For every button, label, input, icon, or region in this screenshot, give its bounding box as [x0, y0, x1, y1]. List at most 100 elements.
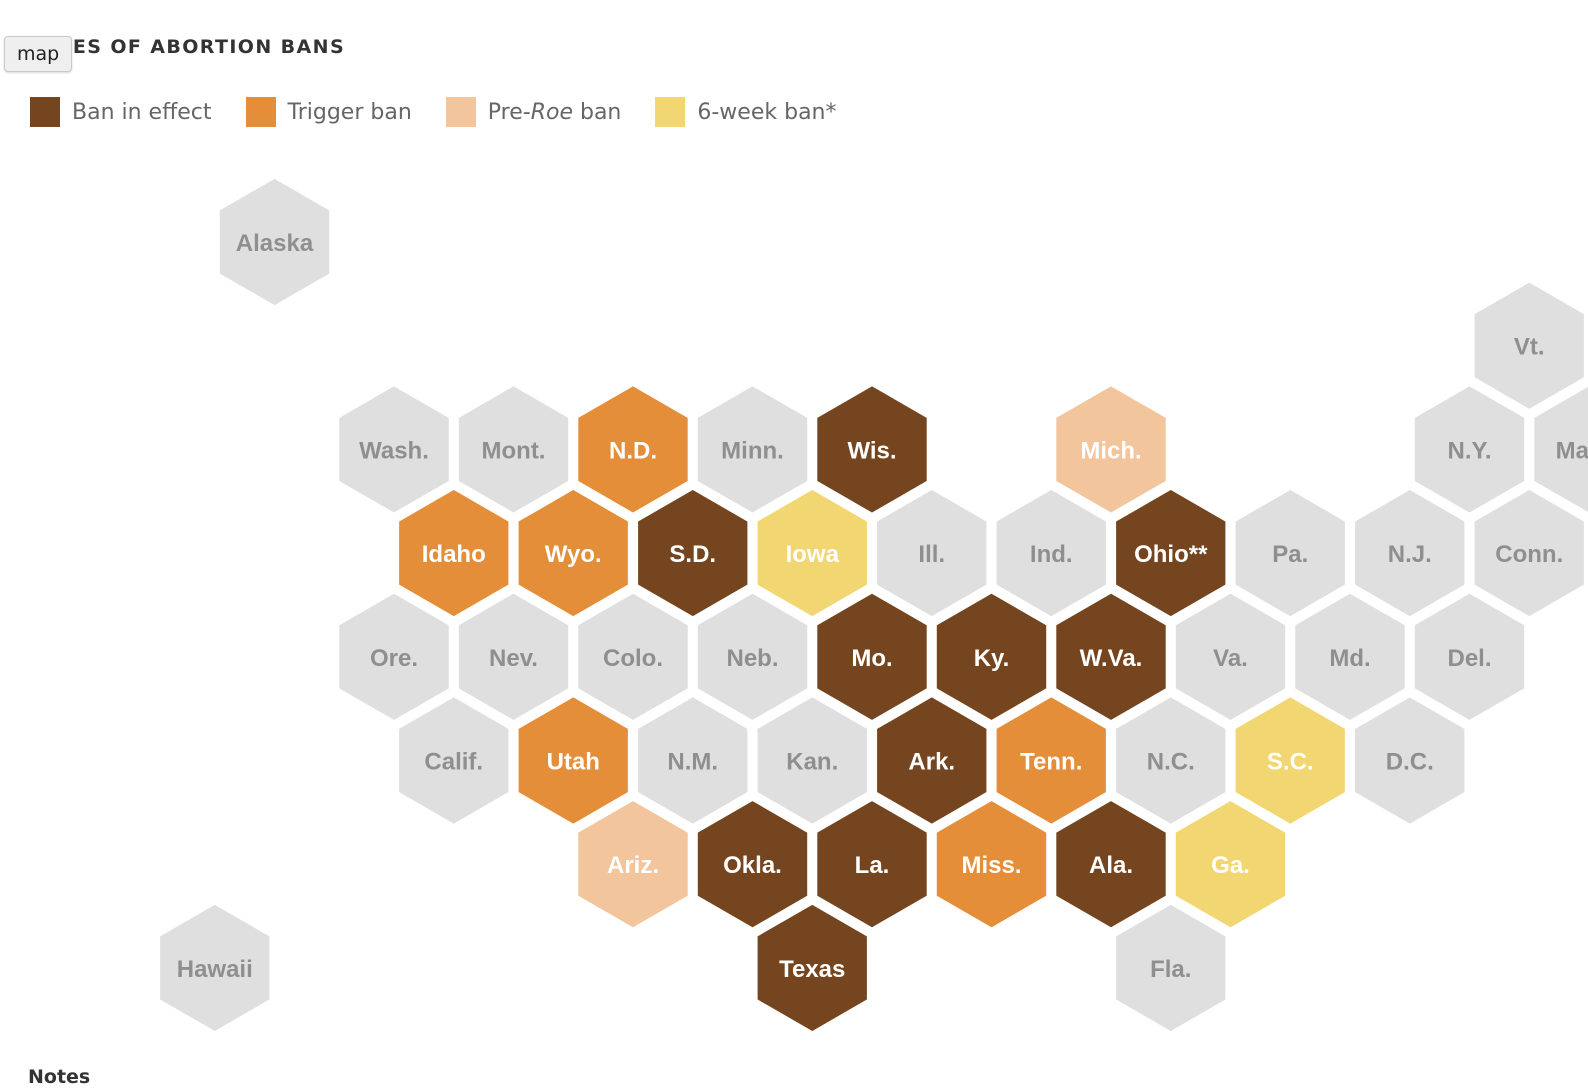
state-tile-d-c[interactable]: D.C.	[1350, 692, 1470, 829]
state-tile-ala[interactable]: Ala.	[1051, 795, 1171, 933]
state-hex-mich[interactable]	[1051, 380, 1171, 518]
state-tile-colo[interactable]: Colo.	[573, 588, 693, 726]
state-tile-ga[interactable]: Ga.	[1170, 795, 1291, 933]
state-tile-vt[interactable]: Vt.	[1469, 277, 1588, 415]
state-tile-n-c[interactable]: N.C.	[1111, 692, 1231, 829]
state-tile-ky[interactable]: Ky.	[931, 588, 1052, 726]
state-hex-nev[interactable]	[453, 588, 574, 726]
state-hex-alaska[interactable]	[214, 173, 335, 311]
state-tile-va[interactable]: Va.	[1170, 588, 1291, 726]
state-hex-colo[interactable]	[573, 588, 693, 726]
state-hex-minn[interactable]	[692, 380, 813, 518]
state-tile-texas[interactable]: Texas	[752, 899, 872, 1037]
state-hex-hawaii[interactable]	[155, 899, 275, 1037]
state-hex-pa[interactable]	[1230, 484, 1350, 622]
state-tile-alaska[interactable]: Alaska	[214, 173, 335, 311]
state-hex-ala[interactable]	[1051, 795, 1171, 933]
state-hex-ga[interactable]	[1170, 795, 1291, 933]
state-hex-mass[interactable]	[1529, 381, 1588, 518]
state-tile-hawaii[interactable]: Hawaii	[155, 899, 275, 1037]
state-tile-ohio[interactable]: Ohio**	[1111, 484, 1231, 622]
state-hex-iowa[interactable]	[752, 484, 872, 622]
state-hex-mo[interactable]	[812, 588, 932, 726]
state-hex-ariz[interactable]	[573, 795, 693, 933]
state-hex-texas[interactable]	[752, 899, 872, 1037]
state-hex-w-va[interactable]	[1051, 588, 1171, 726]
state-tile-ind[interactable]: Ind.	[991, 484, 1111, 622]
state-tile-idaho[interactable]: Idaho	[394, 484, 514, 622]
state-hex-n-j[interactable]	[1350, 484, 1470, 622]
state-hex-neb[interactable]	[692, 588, 813, 726]
state-hex-d-c[interactable]	[1350, 692, 1470, 829]
state-tile-wash[interactable]: Wash.	[334, 380, 454, 518]
state-tile-minn[interactable]: Minn.	[692, 380, 813, 518]
state-tile-n-j[interactable]: N.J.	[1350, 484, 1470, 622]
state-hex-utah[interactable]	[513, 692, 633, 829]
state-hex-wash[interactable]	[334, 380, 454, 518]
state-label-hawaii: Hawaii	[177, 956, 253, 983]
state-hex-n-y[interactable]	[1409, 380, 1530, 518]
state-tile-calif[interactable]: Calif.	[394, 692, 514, 829]
state-hex-wis[interactable]	[812, 380, 932, 518]
state-label-alaska: Alaska	[236, 230, 314, 257]
state-tile-n-d[interactable]: N.D.	[573, 380, 693, 518]
state-tile-miss[interactable]: Miss.	[931, 795, 1052, 933]
state-tile-wis[interactable]: Wis.	[812, 380, 932, 518]
state-tile-mo[interactable]: Mo.	[812, 588, 932, 726]
state-hex-tenn[interactable]	[991, 692, 1111, 829]
state-tile-ariz[interactable]: Ariz.	[573, 795, 693, 933]
state-tile-okla[interactable]: Okla.	[692, 795, 813, 933]
state-hex-calif[interactable]	[394, 692, 514, 829]
state-tile-kan[interactable]: Kan.	[752, 692, 872, 829]
state-hex-md[interactable]	[1290, 588, 1410, 726]
state-tile-w-va[interactable]: W.Va.	[1051, 588, 1171, 726]
state-hex-va[interactable]	[1170, 588, 1291, 726]
state-hex-vt[interactable]	[1469, 277, 1588, 415]
state-tile-s-c[interactable]: S.C.	[1230, 692, 1350, 829]
state-tile-pa[interactable]: Pa.	[1230, 484, 1350, 622]
state-label-mo: Mo.	[851, 645, 892, 672]
state-tile-neb[interactable]: Neb.	[692, 588, 813, 726]
state-tile-ark[interactable]: Ark.	[872, 692, 992, 829]
state-hex-n-c[interactable]	[1111, 692, 1231, 829]
state-hex-ky[interactable]	[931, 588, 1052, 726]
state-hex-wyo[interactable]	[513, 484, 633, 622]
state-hex-okla[interactable]	[692, 795, 813, 933]
state-tile-la[interactable]: La.	[812, 795, 932, 933]
state-hex-mont[interactable]	[453, 380, 574, 518]
state-hex-fla[interactable]	[1111, 899, 1231, 1037]
state-hex-ark[interactable]	[872, 692, 992, 829]
state-tile-n-m[interactable]: N.M.	[633, 692, 753, 829]
state-tile-ore[interactable]: Ore.	[334, 588, 454, 726]
state-label-minn: Minn.	[721, 437, 784, 464]
state-tile-s-d[interactable]: S.D.	[633, 484, 753, 622]
state-hex-s-d[interactable]	[633, 484, 753, 622]
state-tile-nev[interactable]: Nev.	[453, 588, 574, 726]
state-hex-ore[interactable]	[334, 588, 454, 726]
state-hex-kan[interactable]	[752, 692, 872, 829]
state-tile-conn[interactable]: Conn.	[1469, 484, 1588, 622]
state-tile-mont[interactable]: Mont.	[453, 380, 574, 518]
state-hex-idaho[interactable]	[394, 484, 514, 622]
state-tile-ill[interactable]: Ill.	[872, 484, 992, 622]
state-tile-mass[interactable]: Mass.	[1529, 381, 1588, 518]
state-hex-del[interactable]	[1409, 588, 1530, 726]
state-tile-utah[interactable]: Utah	[513, 692, 633, 829]
state-hex-la[interactable]	[812, 795, 932, 933]
state-hex-miss[interactable]	[931, 795, 1052, 933]
state-tile-iowa[interactable]: Iowa	[752, 484, 872, 622]
state-hex-conn[interactable]	[1469, 484, 1588, 622]
state-tile-tenn[interactable]: Tenn.	[991, 692, 1111, 829]
state-hex-s-c[interactable]	[1230, 692, 1350, 829]
state-tile-wyo[interactable]: Wyo.	[513, 484, 633, 622]
state-hex-ohio[interactable]	[1111, 484, 1231, 622]
state-tile-fla[interactable]: Fla.	[1111, 899, 1231, 1037]
state-tile-md[interactable]: Md.	[1290, 588, 1410, 726]
state-hex-n-m[interactable]	[633, 692, 753, 829]
state-tile-n-y[interactable]: N.Y.	[1409, 380, 1530, 518]
state-tile-mich[interactable]: Mich.	[1051, 380, 1171, 518]
state-hex-ill[interactable]	[872, 484, 992, 622]
state-hex-ind[interactable]	[991, 484, 1111, 622]
state-tile-del[interactable]: Del.	[1409, 588, 1530, 726]
state-hex-n-d[interactable]	[573, 380, 693, 518]
